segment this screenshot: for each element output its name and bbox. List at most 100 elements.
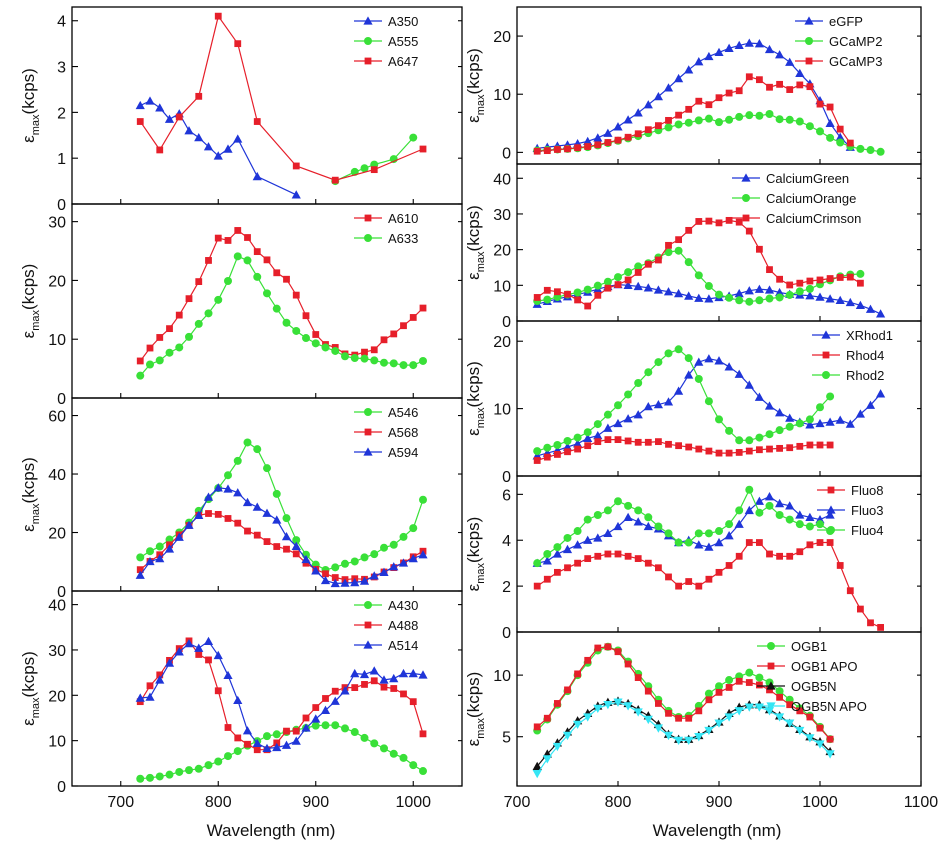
- data-point: [291, 736, 301, 745]
- data-point: [856, 269, 865, 278]
- data-point: [350, 577, 360, 587]
- data-point: [380, 543, 388, 552]
- y-tick-label: 30: [493, 207, 511, 224]
- data-point: [213, 151, 223, 160]
- data-point: [272, 489, 281, 498]
- data-point: [194, 132, 204, 142]
- data-point: [745, 227, 753, 235]
- data-point: [263, 538, 271, 545]
- data-point: [665, 440, 672, 448]
- data-point: [644, 513, 653, 522]
- data-point: [695, 445, 703, 453]
- data-point: [233, 456, 242, 465]
- data-point: [584, 442, 592, 450]
- data-point: [785, 115, 794, 124]
- data-point: [745, 485, 754, 494]
- legend-label: A633: [388, 231, 418, 246]
- series-line: [537, 76, 851, 152]
- data-point: [694, 271, 703, 280]
- data-point: [704, 542, 714, 551]
- legend-entry: A555: [354, 34, 418, 49]
- y-tick-label: 30: [48, 643, 66, 660]
- data-point: [694, 733, 704, 742]
- data-point: [331, 176, 339, 184]
- legend-entry: A350: [354, 14, 418, 29]
- data-point: [633, 410, 643, 419]
- data-point: [419, 730, 427, 738]
- legend-label: OGB5N: [791, 679, 837, 694]
- data-point: [826, 392, 835, 401]
- data-point: [764, 401, 775, 410]
- data-point: [655, 438, 662, 446]
- data-point: [330, 696, 340, 705]
- legend-entry: CalciumGreen: [732, 171, 849, 186]
- data-point: [331, 346, 340, 355]
- data-point: [655, 256, 662, 264]
- data-point: [370, 677, 378, 685]
- data-point: [252, 738, 262, 748]
- data-point: [292, 727, 300, 735]
- data-point: [734, 519, 744, 528]
- legend-entry: Fluo3: [817, 503, 884, 518]
- data-point: [624, 660, 632, 668]
- data-point: [786, 701, 794, 709]
- series-a633: [136, 252, 427, 380]
- data-point: [795, 68, 805, 77]
- data-point: [146, 344, 154, 352]
- data-point: [755, 296, 764, 305]
- data-point: [263, 464, 271, 473]
- data-point: [223, 144, 233, 153]
- legend-entry: A594: [354, 445, 418, 460]
- data-point: [291, 190, 301, 199]
- data-point: [695, 97, 703, 105]
- data-point: [408, 553, 418, 563]
- data-point: [195, 651, 203, 658]
- data-point: [675, 714, 682, 722]
- data-point: [776, 552, 783, 560]
- data-point: [755, 673, 764, 682]
- data-point: [685, 714, 693, 722]
- data-point: [754, 284, 764, 293]
- series-a430: [136, 721, 427, 783]
- y-tick-label: 20: [493, 243, 511, 260]
- data-point: [263, 732, 271, 741]
- panel-right-4: 0 2 4 6 εmax(kcps) Fluo8 Fluo3 Fluo4: [464, 475, 922, 642]
- data-point: [205, 257, 212, 264]
- series-a610: [136, 227, 427, 365]
- legend-marker: [742, 214, 750, 222]
- data-point: [684, 538, 693, 547]
- data-point: [755, 508, 764, 517]
- data-point: [816, 520, 824, 529]
- data-point: [857, 279, 864, 287]
- data-point: [553, 441, 562, 449]
- data-point: [533, 582, 541, 590]
- data-point: [745, 297, 754, 306]
- data-point: [301, 723, 311, 732]
- data-point: [664, 529, 673, 538]
- series-a594: [135, 483, 428, 588]
- data-point: [155, 542, 164, 551]
- data-point: [715, 94, 723, 102]
- data-point: [281, 532, 292, 541]
- data-point: [302, 334, 310, 343]
- data-point: [674, 386, 684, 395]
- data-point: [663, 397, 674, 406]
- data-point: [360, 164, 369, 173]
- data-point: [836, 138, 845, 147]
- data-point: [146, 682, 154, 690]
- y-tick-label: 0: [502, 625, 511, 642]
- data-point: [564, 145, 571, 153]
- data-point: [826, 275, 834, 282]
- data-point: [156, 146, 164, 154]
- data-point: [214, 295, 223, 304]
- data-point: [244, 234, 251, 241]
- data-point: [715, 449, 723, 457]
- series-a514: [135, 636, 428, 753]
- data-point: [195, 278, 203, 285]
- data-point: [194, 510, 204, 519]
- data-point: [409, 361, 418, 370]
- data-point: [573, 527, 582, 536]
- legend-marker: [364, 601, 372, 609]
- data-point: [243, 438, 252, 447]
- legend-marker: [821, 330, 831, 339]
